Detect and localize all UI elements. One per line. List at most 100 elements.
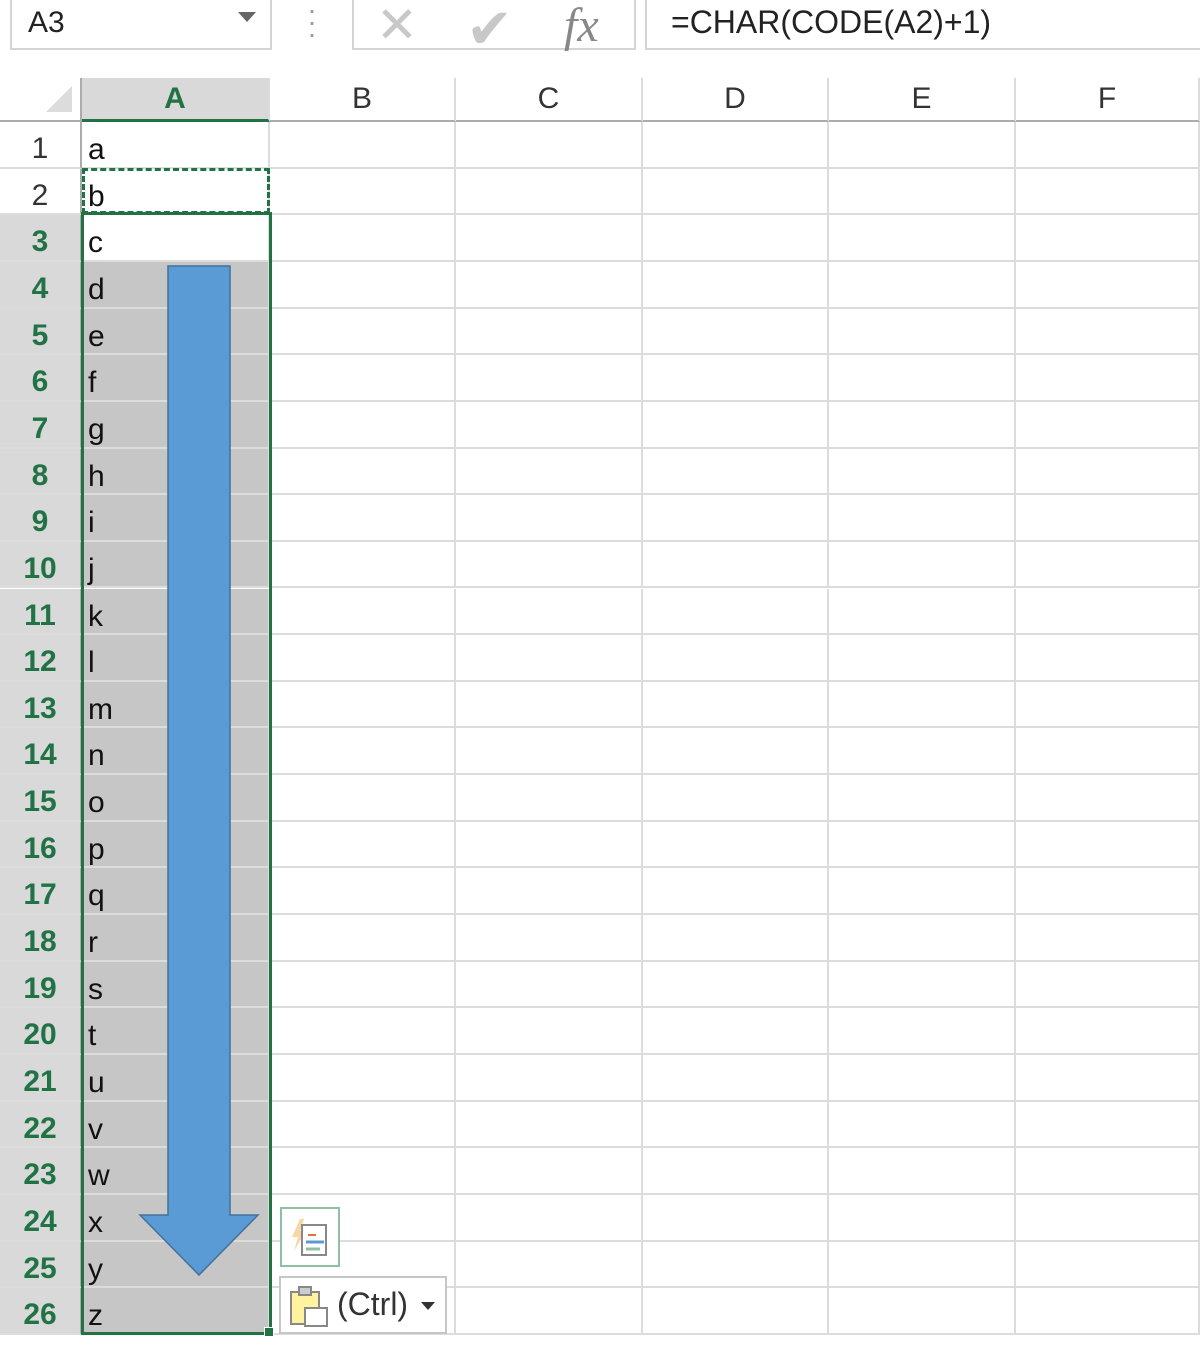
cell-E10[interactable] [829,541,1016,589]
cell-B14[interactable] [270,728,456,776]
cell-E15[interactable] [829,775,1016,822]
cell-E17[interactable] [829,868,1016,916]
cell-D12[interactable] [643,635,829,682]
cell-E11[interactable] [829,588,1016,636]
row-header-11[interactable]: 11 [0,588,82,636]
cell-E2[interactable] [829,168,1016,216]
cell-D19[interactable] [643,961,829,1009]
cell-F20[interactable] [1016,1008,1200,1055]
cell-B2[interactable] [270,168,456,216]
cell-D5[interactable] [643,308,829,356]
cell-F14[interactable] [1016,728,1200,776]
cell-F7[interactable] [1016,401,1200,449]
cell-B9[interactable] [270,495,456,542]
row-header-15[interactable]: 15 [0,775,82,822]
row-header-26[interactable]: 26 [0,1288,82,1335]
cell-E6[interactable] [829,355,1016,402]
column-header-E[interactable]: E [829,78,1016,122]
cell-C22[interactable] [456,1101,643,1149]
row-header-22[interactable]: 22 [0,1101,82,1149]
cell-B3[interactable] [270,215,456,262]
cell-F18[interactable] [1016,915,1200,962]
cell-B20[interactable] [270,1008,456,1055]
cell-D11[interactable] [643,588,829,636]
row-header-12[interactable]: 12 [0,635,82,682]
cell-C12[interactable] [456,635,643,682]
cell-F4[interactable] [1016,261,1200,309]
cell-C25[interactable] [456,1241,643,1289]
row-header-25[interactable]: 25 [0,1241,82,1289]
cell-C1[interactable] [456,122,643,169]
cell-D14[interactable] [643,728,829,776]
cell-D8[interactable] [643,448,829,496]
name-box[interactable]: A3 [10,0,272,50]
row-header-10[interactable]: 10 [0,541,82,589]
cell-D4[interactable] [643,261,829,309]
cell-F2[interactable] [1016,168,1200,216]
cell-E12[interactable] [829,635,1016,682]
cell-F9[interactable] [1016,495,1200,542]
cell-C20[interactable] [456,1008,643,1055]
row-header-4[interactable]: 4 [0,261,82,309]
cell-F1[interactable] [1016,122,1200,169]
cell-F17[interactable] [1016,868,1200,916]
row-header-20[interactable]: 20 [0,1008,82,1055]
cell-B19[interactable] [270,961,456,1009]
cell-E8[interactable] [829,448,1016,496]
cell-D15[interactable] [643,775,829,822]
cell-F8[interactable] [1016,448,1200,496]
cell-B8[interactable] [270,448,456,496]
cell-D3[interactable] [643,215,829,262]
column-header-F[interactable]: F [1016,78,1200,122]
cell-F16[interactable] [1016,821,1200,869]
cell-D22[interactable] [643,1101,829,1149]
cell-F13[interactable] [1016,681,1200,729]
cell-D26[interactable] [643,1288,829,1335]
cell-B12[interactable] [270,635,456,682]
cell-B23[interactable] [270,1148,456,1195]
cell-E22[interactable] [829,1101,1016,1149]
cell-C11[interactable] [456,588,643,636]
cell-D9[interactable] [643,495,829,542]
cell-D18[interactable] [643,915,829,962]
cell-F15[interactable] [1016,775,1200,822]
chevron-down-icon[interactable] [421,1302,435,1310]
cell-B1[interactable] [270,122,456,169]
x-icon[interactable]: ✕ [376,0,418,53]
cell-C24[interactable] [456,1194,643,1242]
cell-B15[interactable] [270,775,456,822]
quick-analysis-button[interactable] [280,1207,340,1267]
row-header-9[interactable]: 9 [0,495,82,542]
cell-D17[interactable] [643,868,829,916]
cell-E4[interactable] [829,261,1016,309]
cell-F5[interactable] [1016,308,1200,356]
cell-D16[interactable] [643,821,829,869]
cell-D21[interactable] [643,1055,829,1102]
cell-E24[interactable] [829,1194,1016,1242]
cell-F24[interactable] [1016,1194,1200,1242]
cell-E7[interactable] [829,401,1016,449]
cell-B17[interactable] [270,868,456,916]
cell-C23[interactable] [456,1148,643,1195]
paste-options-button[interactable]: (Ctrl) [279,1276,447,1334]
cell-E14[interactable] [829,728,1016,776]
cell-D20[interactable] [643,1008,829,1055]
row-header-16[interactable]: 16 [0,821,82,869]
cell-C15[interactable] [456,775,643,822]
cell-C18[interactable] [456,915,643,962]
cell-F26[interactable] [1016,1288,1200,1335]
row-header-18[interactable]: 18 [0,915,82,962]
cell-C19[interactable] [456,961,643,1009]
cell-F11[interactable] [1016,588,1200,636]
cell-C9[interactable] [456,495,643,542]
cell-C2[interactable] [456,168,643,216]
cell-C17[interactable] [456,868,643,916]
fill-handle[interactable] [264,1327,274,1337]
cell-E3[interactable] [829,215,1016,262]
cell-B10[interactable] [270,541,456,589]
cell-F3[interactable] [1016,215,1200,262]
cell-C6[interactable] [456,355,643,402]
row-header-7[interactable]: 7 [0,401,82,449]
cell-F22[interactable] [1016,1101,1200,1149]
cell-C4[interactable] [456,261,643,309]
